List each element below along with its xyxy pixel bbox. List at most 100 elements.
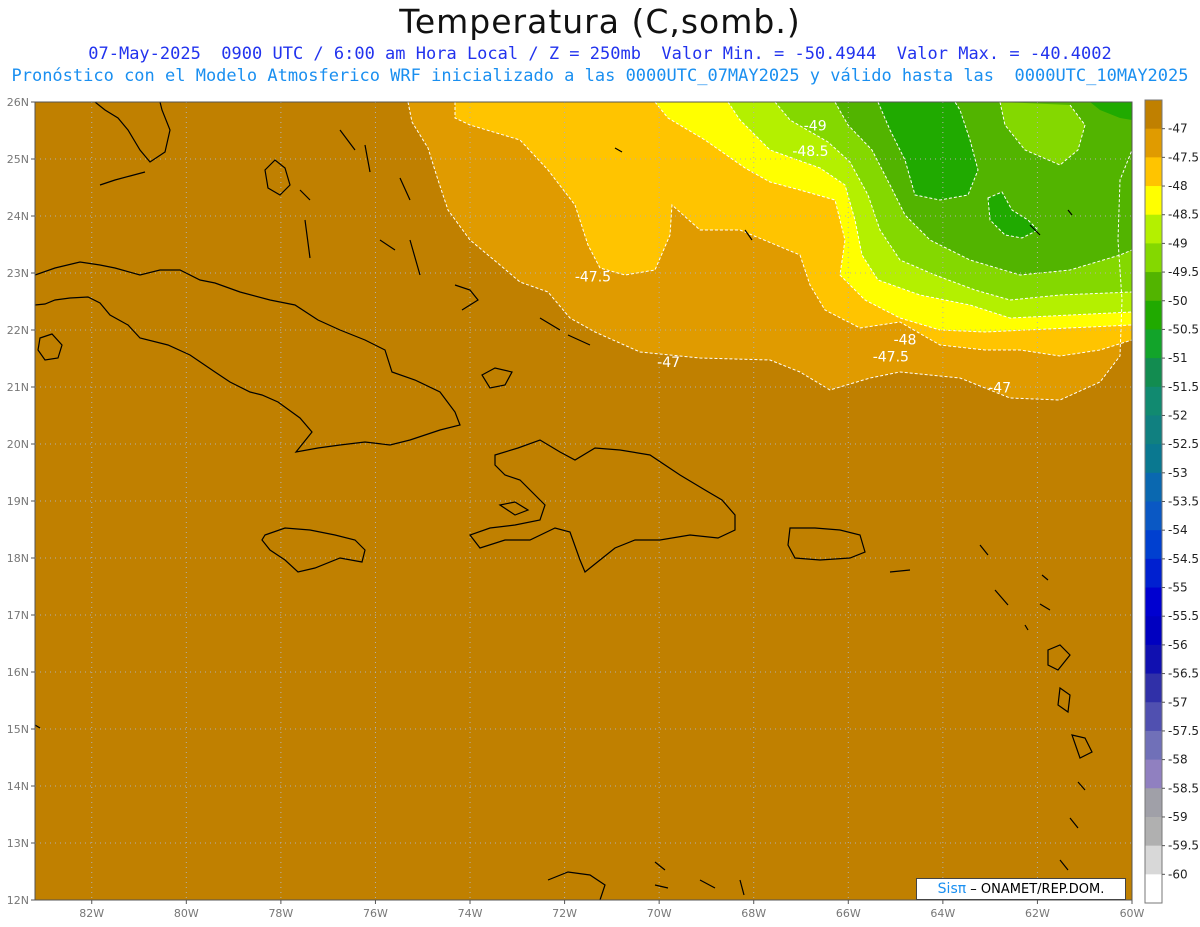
lat-label: 12N <box>7 894 29 907</box>
colorbar-label: -59 <box>1168 810 1188 824</box>
band-50-5-patch2 <box>988 192 1038 238</box>
lon-label: 68W <box>741 907 766 920</box>
lon-label: 78W <box>268 907 293 920</box>
colorbar-swatch <box>1145 300 1162 330</box>
lon-label: 80W <box>174 907 199 920</box>
map-field: -49-48.5-47.5-48-47.5-47-47 <box>35 102 1132 900</box>
lat-lon-grid <box>35 102 1132 900</box>
colorbar-label: -48.5 <box>1168 208 1199 222</box>
map-title: Temperatura (C,somb.) <box>399 2 801 41</box>
contour-label: -47 <box>657 355 680 371</box>
colorbar-label: -50 <box>1168 294 1188 308</box>
colorbar-swatch <box>1145 702 1162 732</box>
colorbar-swatch <box>1145 214 1162 244</box>
lesser-antilles <box>35 544 1093 871</box>
bahamas-islands <box>299 129 591 389</box>
keys-coast <box>99 171 146 186</box>
colorbar-swatch <box>1145 415 1162 445</box>
band-49-5-patch <box>1000 102 1085 165</box>
lat-label: 15N <box>7 723 29 736</box>
colorbar-swatch <box>1145 472 1162 502</box>
lon-label: 74W <box>458 907 483 920</box>
colorbar-swatch <box>1145 100 1162 130</box>
lat-label: 19N <box>7 495 29 508</box>
colorbar-swatch <box>1145 874 1162 904</box>
colorbar-swatch <box>1145 587 1162 617</box>
lat-label: 21N <box>7 381 29 394</box>
colorbar-label: -47.5 <box>1168 150 1199 164</box>
colorbar-swatch <box>1145 358 1162 388</box>
colorbar-label: -60 <box>1168 867 1188 881</box>
colorbar-swatch <box>1145 730 1162 761</box>
colorbar-label: -57 <box>1168 695 1188 709</box>
colorbar-swatch <box>1145 272 1162 302</box>
coastlines <box>35 102 1093 900</box>
contour-label: -47.5 <box>873 349 909 365</box>
lat-label: 24N <box>7 210 29 223</box>
colorbar-label: -50.5 <box>1168 322 1199 336</box>
colorbar-swatch <box>1145 673 1162 703</box>
axis-ticks: 26N 25N 24N 23N 22N 21N 20N 19N 18N 17N 16N 15N 14N 1… <box>7 96 1145 920</box>
puerto-rico-coast <box>787 527 866 561</box>
credit-box: Sisπ – ONAMET/REP.DOM. <box>916 878 1126 900</box>
lon-label: 62W <box>1025 907 1050 920</box>
lat-label: 17N <box>7 609 29 622</box>
colorbar-label: -55.5 <box>1168 609 1199 623</box>
lat-label: 22N <box>7 324 29 337</box>
colorbar-swatch <box>1145 845 1162 875</box>
colorbar-label: -49 <box>1168 236 1188 250</box>
colorbar-label: -48 <box>1168 179 1188 193</box>
colorbar-swatch <box>1145 128 1162 158</box>
jamaica-coast <box>261 527 366 573</box>
colorbar-label: -52 <box>1168 408 1188 422</box>
florida-coast <box>94 102 171 163</box>
contour-label: -48 <box>894 332 917 348</box>
lat-label: 14N <box>7 780 29 793</box>
lon-label: 72W <box>552 907 577 920</box>
contour-label: -48.5 <box>792 144 828 160</box>
lon-label: 76W <box>363 907 388 920</box>
contour-labels: -49-48.5-47.5-48-47.5-47-47 <box>575 119 1011 397</box>
lat-label: 25N <box>7 153 29 166</box>
lat-label: 26N <box>7 96 29 109</box>
cuba-coast <box>35 261 461 453</box>
colorbar-swatch <box>1145 558 1162 589</box>
model-info-line: Pronóstico con el Modelo Atmosferico WRF… <box>11 66 1189 86</box>
credit-brand: Sisπ <box>937 881 967 897</box>
lon-label: 66W <box>836 907 861 920</box>
colorbar-swatch <box>1145 616 1162 646</box>
colorbar-label: -56 <box>1168 638 1188 652</box>
lat-label: 13N <box>7 837 29 850</box>
colorbar-swatch <box>1145 386 1162 416</box>
colorbar-swatch <box>1145 329 1162 359</box>
colorbar-label: -49.5 <box>1168 265 1199 279</box>
colorbar-swatch <box>1145 816 1162 847</box>
colorbar-label: -53.5 <box>1168 495 1199 509</box>
lat-label: 16N <box>7 666 29 679</box>
contour-lines <box>407 102 1132 401</box>
colorbar-swatch <box>1145 186 1162 216</box>
lon-label: 70W <box>647 907 672 920</box>
bahamas-andros <box>264 159 291 196</box>
colorbar-swatch <box>1145 530 1162 560</box>
colorbar-label: -52.5 <box>1168 437 1199 451</box>
gonave-coast <box>498 501 530 516</box>
colorbar-swatch <box>1145 157 1162 187</box>
colorbar-label: -51.5 <box>1168 380 1199 394</box>
band-50-5 <box>878 102 978 200</box>
isla-juventud-coast <box>37 333 63 361</box>
contour-label: -47 <box>988 381 1011 397</box>
lon-label: 64W <box>930 907 955 920</box>
colorbar-label: -58 <box>1168 753 1188 767</box>
turks-caicos <box>614 147 1073 241</box>
lon-label: 82W <box>79 907 104 920</box>
contour-label: -47.5 <box>575 270 611 286</box>
lat-label: 20N <box>7 438 29 451</box>
contour-label: -49 <box>804 119 827 135</box>
hispaniola-coast <box>469 439 736 573</box>
lon-label: 60W <box>1120 907 1145 920</box>
colorbar-swatch <box>1145 243 1162 273</box>
colorbar-label: -53 <box>1168 466 1188 480</box>
credit-text: – ONAMET/REP.DOM. <box>966 882 1105 897</box>
